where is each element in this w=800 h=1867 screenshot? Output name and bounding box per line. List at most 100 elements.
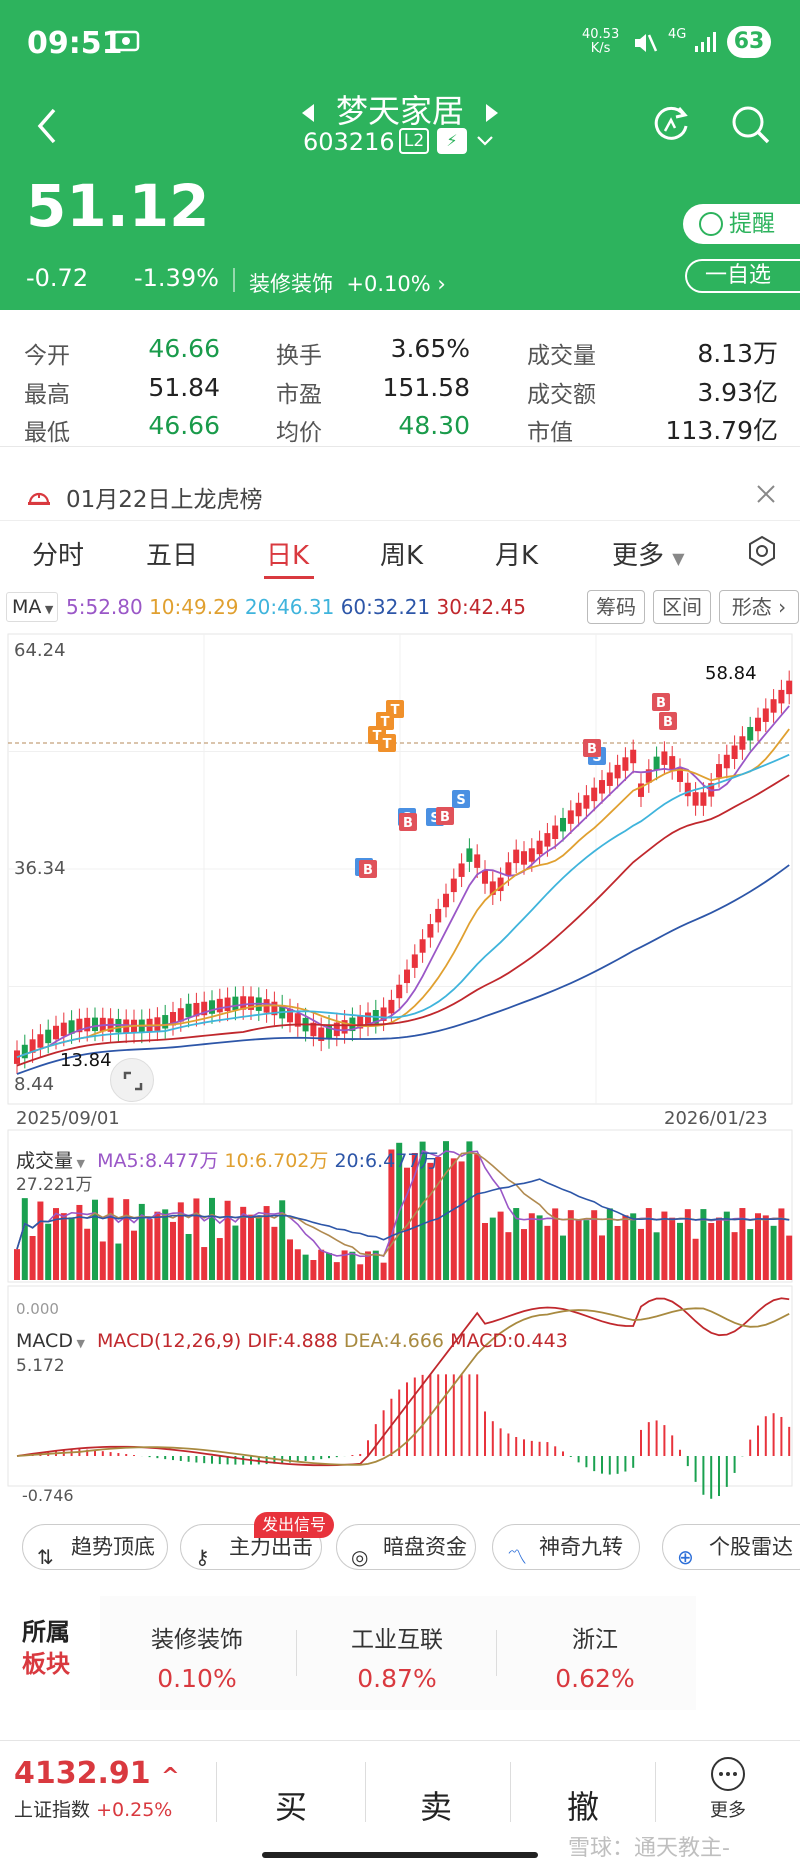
stock-radar-button[interactable]: ⊕ 个股雷达 (662, 1524, 800, 1570)
sell-signal-label: S (430, 811, 439, 826)
macd-line (16, 1297, 790, 1467)
macd-selector[interactable]: MACD ▼ (16, 1330, 85, 1352)
settings-icon[interactable] (746, 535, 778, 567)
volume-bar (552, 1208, 559, 1280)
index-quote[interactable]: 4132.91 ^ 上证指数 +0.25% (14, 1756, 180, 1821)
volume-bar (411, 1153, 418, 1280)
chip-button[interactable]: 筹码 (587, 590, 645, 624)
candle-body (177, 1008, 184, 1022)
tab-more[interactable]: 更多 ▼ (612, 541, 685, 571)
volume-bar (700, 1209, 707, 1280)
sector-item[interactable]: 浙江 0.62% (555, 1627, 635, 1693)
volume-bar (209, 1197, 215, 1280)
sector-link[interactable]: 装修装饰 +0.10% › (249, 272, 446, 296)
quote-label: 市盈 (276, 382, 322, 408)
candle-body (224, 997, 231, 1012)
stock-name: 梦天家居 (335, 92, 464, 130)
volume-bar (177, 1202, 184, 1280)
ma-selector[interactable]: MA ▼ (6, 592, 58, 622)
sector-item[interactable]: 工业互联 0.87% (351, 1627, 443, 1693)
tab-weekly-k[interactable]: 周K (380, 541, 424, 571)
magic-nine-button[interactable]: 〽神奇九转 (492, 1524, 640, 1570)
candle-body (154, 1017, 161, 1031)
buy-signal-label: B (663, 715, 673, 730)
tab-indicator (264, 576, 314, 579)
volume-bar (513, 1208, 520, 1280)
candle-body (341, 1020, 348, 1034)
volume-bar (53, 1208, 59, 1280)
volume-selector[interactable]: 成交量 ▼ (16, 1150, 85, 1172)
tab-daily-k[interactable]: 日K (266, 541, 310, 571)
main-force-button[interactable]: ⚷ 主力出击 (180, 1524, 322, 1570)
quote-label: 最低 (24, 420, 70, 446)
quote-value: 48.30 (398, 411, 470, 440)
search-icon[interactable] (730, 104, 772, 146)
level2-badge[interactable]: L2 (399, 128, 429, 154)
trend-top-bottom-button[interactable]: ⇅ 趋势顶底 (22, 1524, 168, 1570)
volume-bar (318, 1249, 325, 1280)
pattern-button[interactable]: 形态 › (719, 590, 799, 624)
volume-bar (131, 1230, 137, 1280)
volume-min: 0.000 (16, 1300, 59, 1318)
candle-body (762, 708, 769, 722)
divider (510, 1762, 511, 1822)
low-label: 13.84 (60, 1050, 112, 1071)
tab-five-day[interactable]: 五日 (146, 541, 199, 571)
sell-signal (452, 790, 470, 808)
top-signal (378, 734, 396, 752)
back-icon[interactable] (34, 106, 60, 146)
top-signal-label: T (383, 737, 392, 752)
candle-body (240, 996, 247, 1010)
volume-bar (107, 1197, 114, 1280)
macd-frame (7, 1285, 793, 1487)
status-bar: 09:51 40.53 K/s 4G 63 (0, 0, 800, 84)
volume-bar (255, 1215, 262, 1280)
zigzag-icon: 〽 (507, 1545, 527, 1569)
dark-pool-button[interactable]: ◎ 暗盘资金 (336, 1524, 476, 1570)
candle-body (466, 848, 473, 862)
next-stock-icon[interactable] (484, 102, 500, 124)
notice-bar[interactable]: 01月22日上龙虎榜 (0, 470, 800, 520)
candle-body (310, 1022, 317, 1037)
prev-stock-icon[interactable] (300, 102, 316, 124)
quote-value: 3.93亿 (697, 378, 778, 407)
quote-value: 51.84 (148, 373, 220, 402)
candle-body (528, 848, 535, 862)
candle-body (560, 817, 566, 832)
cancel-order-button[interactable]: 撤 (566, 1788, 599, 1826)
tab-intraday[interactable]: 分时 (32, 541, 85, 571)
quote-label: 成交额 (527, 382, 596, 408)
add-watchlist-button[interactable]: 一自选 (685, 259, 800, 293)
candle-body (583, 795, 590, 809)
candle-body (209, 1000, 215, 1014)
screenshot-icon (112, 30, 140, 52)
reset-view-button[interactable] (110, 1058, 154, 1102)
volume-bar (755, 1213, 761, 1280)
sell-button[interactable]: 卖 (419, 1788, 452, 1826)
radar-icon: ⊕ (677, 1545, 694, 1569)
more-button[interactable]: 更多 (700, 1756, 756, 1822)
candle-body (731, 745, 738, 759)
kline-chart[interactable]: SSSSSTTTTBBBBBB (0, 630, 800, 1510)
signal-icon (695, 32, 716, 52)
buy-button[interactable]: 买 (274, 1788, 307, 1826)
range-button[interactable]: 区间 (653, 590, 711, 624)
candle-body (489, 881, 496, 895)
chart-grid (7, 633, 793, 1487)
candle-body (271, 1001, 278, 1016)
volume-bar (287, 1239, 293, 1280)
candle-body (513, 849, 520, 864)
tab-monthly-k[interactable]: 月K (495, 541, 539, 571)
close-icon[interactable] (756, 484, 776, 504)
lightning-icon[interactable]: ⚡ (437, 128, 467, 154)
buy-signal (359, 860, 377, 878)
refresh-icon[interactable] (651, 104, 691, 144)
volume-bar (614, 1225, 621, 1280)
remind-button[interactable]: 提醒 (683, 204, 800, 244)
candle-body (599, 780, 605, 794)
volume-bar (302, 1254, 309, 1280)
sector-item[interactable]: 装修装饰 0.10% (151, 1627, 243, 1693)
volume-bar (716, 1217, 722, 1280)
signal-badge: 发出信号 (254, 1512, 335, 1538)
chevron-down-icon[interactable] (476, 134, 494, 148)
